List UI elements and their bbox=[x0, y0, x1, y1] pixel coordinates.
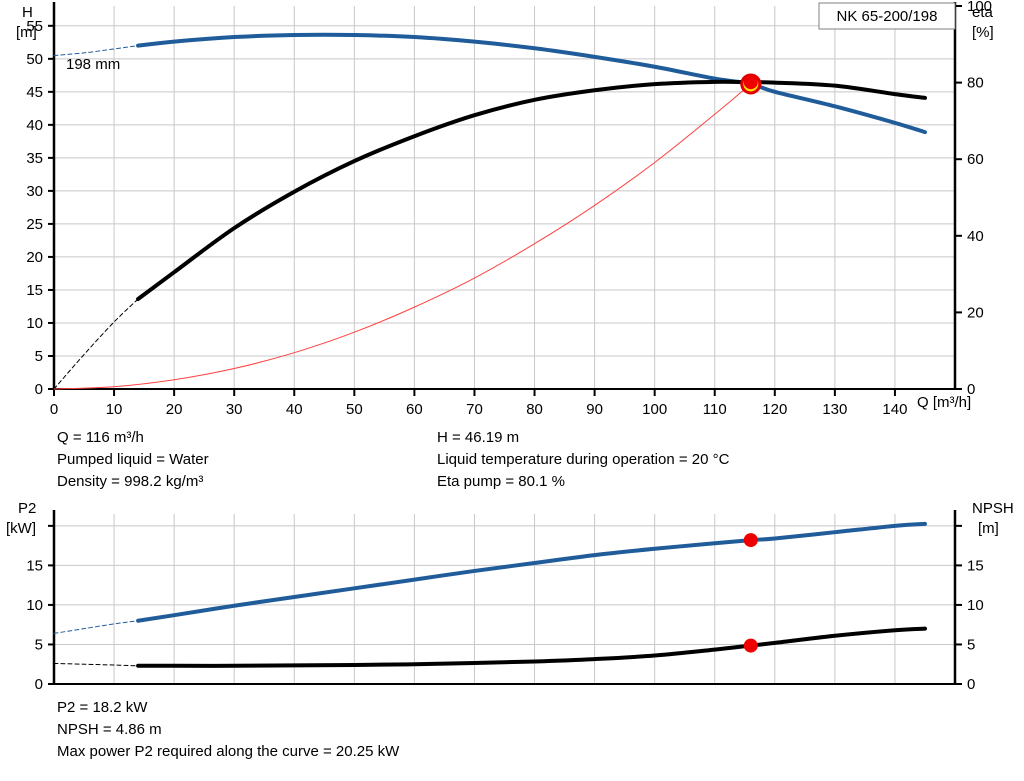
info-head: H = 46.19 m bbox=[437, 429, 520, 446]
top-chart-markers bbox=[740, 73, 762, 95]
x-axis-tick-label: 130 bbox=[822, 401, 847, 418]
info-max-power: Max power P2 required along the curve = … bbox=[57, 743, 400, 760]
info-npsh: NPSH = 4.86 m bbox=[57, 721, 162, 738]
curve-efficiency-eta-dashed-extrapolation bbox=[53, 298, 139, 390]
q-axis-title: Q [m³/h] bbox=[917, 394, 971, 411]
y2-axis-tick-label: 5 bbox=[967, 636, 975, 653]
x-axis-tick-label: 10 bbox=[106, 401, 123, 418]
bottom-chart-axes bbox=[48, 510, 962, 685]
eta-axis-title: eta bbox=[972, 4, 994, 21]
top-chart-axes bbox=[48, 2, 962, 396]
x-axis-tick-label: 140 bbox=[882, 401, 907, 418]
y-axis-tick-label: 40 bbox=[26, 117, 43, 134]
bottom-chart-grid bbox=[54, 514, 955, 684]
x-axis-tick-label: 40 bbox=[286, 401, 303, 418]
bottom-chart-curves bbox=[53, 521, 927, 668]
y-axis-tick-label: 10 bbox=[26, 315, 43, 332]
y-axis-tick-label: 30 bbox=[26, 183, 43, 200]
h-axis-unit: [m] bbox=[16, 24, 37, 41]
y-axis-tick-label: 15 bbox=[26, 282, 43, 299]
p2-axis-title: P2 bbox=[18, 500, 36, 517]
y2-axis-tick-label: 20 bbox=[967, 304, 984, 321]
curve-npsh-solid bbox=[136, 626, 927, 668]
y-axis-tick-label: 25 bbox=[26, 216, 43, 233]
x-axis-tick-label: 30 bbox=[226, 401, 243, 418]
x-axis-tick-label: 50 bbox=[346, 401, 363, 418]
duty-point-eta bbox=[743, 75, 758, 90]
head-efficiency-chart: 0 5 10 15 20 25 30 35 40 45 50 55 0 20 40 60 80 100 0 10 20 3… bbox=[16, 0, 994, 418]
bottom-chart-markers bbox=[743, 533, 758, 653]
x-axis-tick-label: 60 bbox=[406, 401, 423, 418]
y2-axis-tick-label: 60 bbox=[967, 151, 984, 168]
y-axis-tick-label: 5 bbox=[35, 636, 43, 653]
y-axis-tick-label: 35 bbox=[26, 150, 43, 167]
x-axis-tick-label: 110 bbox=[703, 401, 727, 418]
y2-axis-tick-label: 100 bbox=[967, 0, 992, 15]
y2-axis-tick-label: 10 bbox=[967, 597, 984, 614]
pump-model-label: NK 65-200/198 bbox=[837, 8, 938, 25]
curve-npsh-dashed-extrapolation bbox=[53, 662, 139, 667]
info-density: Density = 998.2 kg/m³ bbox=[57, 473, 204, 490]
power-npsh-chart: 0 5 10 15 0 5 10 15 P2 [kW] NPSH [m] bbox=[6, 500, 1014, 693]
npsh-axis-unit: [m] bbox=[978, 520, 999, 537]
power-npsh-info: P2 = 18.2 kW NPSH = 4.86 m Max power P2 … bbox=[57, 697, 399, 763]
curve-duty-system-curve bbox=[53, 83, 752, 390]
model-label-box: NK 65-200/198 bbox=[818, 2, 956, 30]
duty-point-info-right: H = 46.19 m Liquid temperature during op… bbox=[437, 427, 729, 493]
y-axis-tick-label: 55 bbox=[26, 18, 43, 35]
info-flow: Q = 116 m³/h bbox=[57, 429, 144, 446]
curve-efficiency-eta-solid bbox=[136, 79, 927, 301]
y2-axis-tick-label: 80 bbox=[967, 75, 984, 92]
y-axis-tick-label: 0 bbox=[35, 381, 43, 398]
impeller-size-annotation: 198 mm bbox=[66, 56, 120, 73]
top-chart-ticklabels: 0 5 10 15 20 25 30 35 40 45 50 55 0 20 40 60 80 100 0 10 20 3… bbox=[26, 0, 992, 418]
y-axis-tick-label: 45 bbox=[26, 84, 43, 101]
curve-power-p2-solid bbox=[136, 521, 927, 623]
eta-axis-unit: [%] bbox=[972, 24, 994, 41]
y2-axis-tick-label: 15 bbox=[967, 557, 984, 574]
info-eta-pump: Eta pump = 80.1 % bbox=[437, 473, 565, 490]
x-axis-tick-label: 120 bbox=[762, 401, 787, 418]
x-axis-tick-label: 80 bbox=[526, 401, 543, 418]
x-axis-tick-label: 70 bbox=[466, 401, 483, 418]
y-axis-tick-label: 0 bbox=[35, 676, 43, 693]
y2-axis-tick-label: 0 bbox=[967, 676, 975, 693]
duty-point-power bbox=[743, 533, 758, 548]
x-axis-tick-label: 100 bbox=[642, 401, 667, 418]
y-axis-tick-label: 20 bbox=[26, 249, 43, 266]
top-chart-grid bbox=[54, 6, 955, 389]
duty-point-info-left: Q = 116 m³/h Pumped liquid = Water Densi… bbox=[57, 427, 209, 493]
info-p2: P2 = 18.2 kW bbox=[57, 699, 148, 716]
y-axis-tick-label: 15 bbox=[26, 557, 43, 574]
h-axis-title: H bbox=[22, 4, 33, 21]
x-axis-tick-label: 20 bbox=[166, 401, 183, 418]
curve-power-p2-dashed-extrapolation bbox=[53, 620, 139, 634]
model-label-background bbox=[818, 2, 956, 30]
y2-axis-tick-label: 0 bbox=[967, 381, 975, 398]
npsh-axis-title: NPSH bbox=[972, 500, 1014, 517]
x-axis-tick-label: 0 bbox=[50, 401, 58, 418]
y-axis-tick-label: 50 bbox=[26, 51, 43, 68]
x-axis-tick-label: 90 bbox=[586, 401, 603, 418]
curve-head-h-dashed-extrapolation bbox=[53, 45, 139, 57]
y-axis-tick-label: 10 bbox=[26, 597, 43, 614]
info-liquid-temperature: Liquid temperature during operation = 20… bbox=[437, 451, 730, 468]
y-axis-tick-label: 5 bbox=[35, 348, 43, 365]
duty-point-npsh bbox=[743, 638, 758, 653]
y2-axis-tick-label: 40 bbox=[967, 228, 984, 245]
bottom-chart-ticklabels: 0 5 10 15 0 5 10 15 bbox=[26, 557, 983, 693]
p2-axis-unit: [kW] bbox=[6, 520, 36, 537]
curve-head-h-solid bbox=[136, 32, 927, 135]
info-pumped-liquid: Pumped liquid = Water bbox=[57, 451, 209, 468]
top-chart-curves bbox=[53, 32, 927, 390]
